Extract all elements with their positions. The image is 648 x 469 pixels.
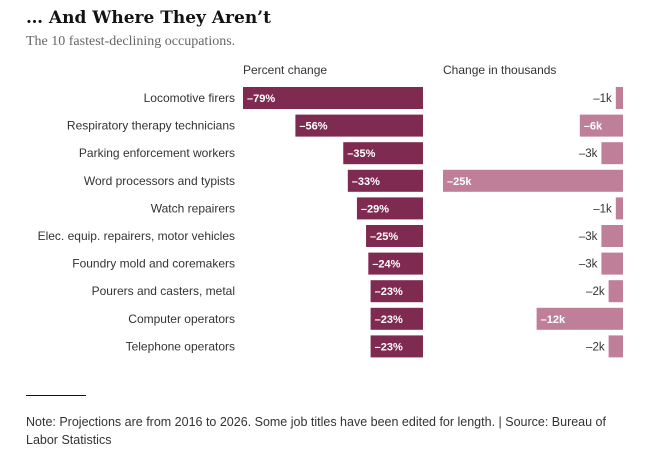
- thousands-bar: [601, 225, 623, 247]
- thousands-value-label: –6k: [584, 121, 603, 133]
- thousands-bar: [608, 280, 623, 303]
- category-label: Watch repairers: [151, 201, 235, 215]
- thousands-bar: [443, 169, 623, 192]
- category-label: Word processors and typists: [84, 174, 235, 188]
- chart-title: … And Where They Aren’t: [26, 8, 271, 28]
- percent-bar: [370, 280, 423, 303]
- thousands-bar: [601, 142, 623, 165]
- thousands-bar: [601, 252, 623, 275]
- percent-value-label: –25%: [370, 231, 398, 243]
- chart-subtitle: The 10 fastest-declining occupations.: [26, 34, 236, 49]
- percent-value-label: –35%: [347, 148, 375, 160]
- percent-bar: [370, 335, 423, 358]
- category-label: Pourers and casters, metal: [92, 284, 235, 298]
- footnote-divider: [26, 395, 86, 396]
- thousands-value-label: –1k: [593, 203, 612, 215]
- thousands-value-label: –3k: [579, 259, 598, 271]
- percent-bar: [347, 169, 423, 192]
- footnote: Note: Projections are from 2016 to 2026.…: [26, 415, 606, 447]
- thousands-bar: [536, 307, 623, 330]
- bar-chart: Locomotive firers Respiratory therapy tec…: [38, 87, 623, 358]
- percent-value-label: –24%: [372, 259, 400, 271]
- percent-value-label: –33%: [352, 176, 380, 188]
- percent-bar: [295, 114, 423, 137]
- thousands-value-label: –3k: [579, 231, 598, 243]
- thousands-bar: [615, 197, 623, 220]
- category-label: Foundry mold and coremakers: [72, 257, 235, 271]
- thousands-bar: [615, 87, 623, 109]
- category-label: Respiratory therapy technicians: [67, 119, 235, 133]
- percent-value-label: –23%: [375, 314, 403, 326]
- thousands-value-label: –3k: [579, 148, 598, 160]
- category-label: Telephone operators: [126, 339, 235, 353]
- percent-change-heading: Percent change: [243, 63, 328, 77]
- percent-bar: [243, 87, 423, 109]
- percent-bar: [356, 197, 423, 220]
- category-label: Locomotive firers: [144, 91, 235, 105]
- thousands-value-label: –12k: [541, 314, 566, 326]
- thousands-change-heading: Change in thousands: [443, 63, 557, 77]
- thousands-value-label: –2k: [586, 286, 605, 298]
- thousands-bar: [579, 114, 623, 137]
- thousands-value-label: –1k: [593, 93, 612, 105]
- percent-bar: [368, 252, 423, 275]
- percent-bar: [370, 307, 423, 330]
- percent-value-label: –29%: [361, 203, 389, 215]
- percent-value-label: –56%: [299, 121, 327, 133]
- category-label: Elec. equip. repairers, motor vehicles: [38, 229, 235, 243]
- thousands-bar: [608, 335, 623, 358]
- thousands-value-label: –2k: [586, 341, 605, 353]
- category-label: Computer operators: [128, 312, 235, 326]
- category-label: Parking enforcement workers: [79, 146, 235, 160]
- percent-bar: [366, 225, 423, 247]
- percent-value-label: –79%: [247, 93, 275, 105]
- percent-value-label: –23%: [375, 341, 403, 353]
- thousands-value-label: –25k: [447, 176, 472, 188]
- percent-value-label: –23%: [375, 286, 403, 298]
- percent-bar: [343, 142, 423, 165]
